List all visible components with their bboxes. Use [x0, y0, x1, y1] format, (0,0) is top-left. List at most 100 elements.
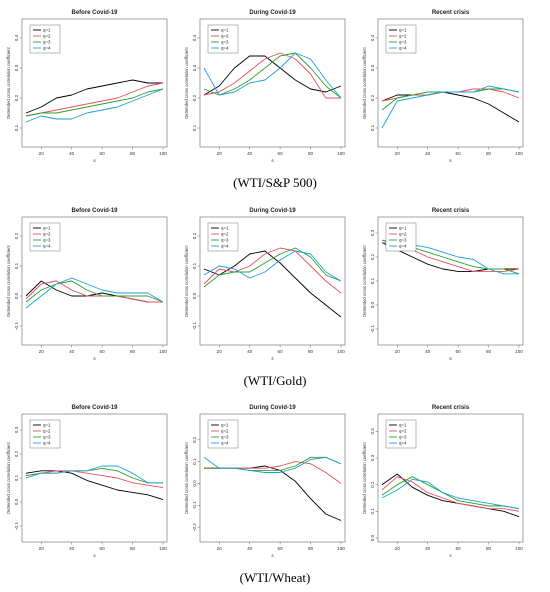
legend-label: q=1: [221, 423, 229, 428]
y-tick-label: 0.0: [370, 534, 375, 541]
legend-label: q=2: [221, 34, 229, 39]
y-tick-label: 0.4: [14, 34, 19, 41]
y-axis-label: Detrended cross correlation coefficient: [6, 441, 11, 513]
chart-panel-6: Recent crisis 20 40 60 80 100 -0.1 0.0 0.1 0.2 0.3…: [362, 208, 524, 361]
x-axis-label: s: [449, 356, 452, 361]
legend-label: q=4: [43, 244, 51, 249]
x-tick-label: 80: [130, 546, 136, 551]
legend-label: q=1: [221, 28, 229, 33]
y-tick-label: 0.3: [14, 426, 19, 433]
legend-label: q=2: [399, 232, 407, 237]
chart-title: Recent crisis: [432, 405, 470, 411]
y-tick-label: 0.0: [370, 301, 375, 308]
series-line-3: [203, 52, 342, 99]
legend-label: q=2: [399, 34, 407, 39]
legend-label: q=4: [399, 441, 407, 446]
x-tick-label: 20: [39, 151, 45, 156]
y-tick-label: 0.1: [14, 124, 19, 131]
x-tick-label: 80: [308, 349, 314, 354]
legend-label: q=2: [221, 232, 229, 237]
x-tick-label: 80: [130, 151, 136, 156]
legend-label: q=3: [43, 238, 51, 243]
y-tick-label: -0.1: [14, 322, 19, 330]
x-tick-label: 40: [247, 546, 253, 551]
row-caption-wheat: (WTI/Wheat): [239, 570, 311, 585]
series-line-4: [203, 456, 342, 473]
series-line-3: [25, 88, 164, 117]
y-tick-label: 0.2: [370, 481, 375, 488]
y-tick-label: 0.2: [192, 436, 197, 443]
chart-title: Recent crisis: [432, 10, 470, 16]
legend-label: q=4: [43, 46, 51, 51]
x-tick-label: 80: [130, 349, 136, 354]
x-tick-label: 40: [69, 151, 75, 156]
y-tick-label: 0.2: [14, 232, 19, 239]
legend-label: q=2: [43, 232, 51, 237]
x-tick-label: 40: [247, 349, 253, 354]
chart-panel-7: Before Covid-19 20 40 60 80 100 -0.1 0.0 0.1 0.2 0…: [6, 405, 168, 558]
legend-label: q=2: [399, 429, 407, 434]
legend-label: q=4: [221, 46, 229, 51]
x-axis-label: s: [93, 356, 96, 361]
y-tick-label: 0.3: [370, 454, 375, 461]
plot-frame: [377, 18, 524, 148]
x-tick-label: 100: [337, 349, 345, 354]
x-tick-label: 40: [425, 151, 431, 156]
x-axis-label: s: [271, 553, 274, 558]
plot-frame: [199, 216, 346, 346]
series-line-2: [25, 470, 164, 489]
x-tick-label: 40: [247, 151, 253, 156]
x-tick-label: 20: [217, 151, 223, 156]
chart-title: Before Covid-19: [71, 405, 118, 411]
legend-label: q=3: [221, 40, 229, 45]
x-tick-label: 60: [278, 546, 284, 551]
x-tick-label: 60: [100, 546, 106, 551]
legend-label: q=1: [221, 226, 229, 231]
legend-label: q=1: [399, 28, 407, 33]
y-tick-label: 0.1: [370, 124, 375, 131]
chart-panel-1: Before Covid-19 20 40 60 80 100 0.1 0.2 0.3 0.4 s D…: [6, 10, 168, 163]
series-line-1: [25, 470, 164, 501]
legend-label: q=4: [43, 441, 51, 446]
x-tick-label: 60: [100, 349, 106, 354]
chart-panel-4: Before Covid-19 20 40 60 80 100 -0.1 0.0 0.1 0.2 s…: [6, 208, 168, 361]
chart-title: Before Covid-19: [71, 10, 118, 16]
chart-title: During Covid-19: [249, 405, 296, 411]
x-tick-label: 60: [456, 546, 462, 551]
x-tick-label: 60: [278, 151, 284, 156]
chart-title: Before Covid-19: [71, 208, 118, 214]
plot-frame: [199, 413, 346, 543]
y-tick-label: 0.3: [192, 64, 197, 71]
legend-label: q=1: [43, 28, 51, 33]
y-tick-label: 0.4: [370, 428, 375, 435]
series-line-3: [25, 280, 164, 303]
row-caption-gold: (WTI/Gold): [243, 373, 307, 388]
series-line-4: [203, 52, 342, 99]
y-tick-label: -0.1: [192, 501, 197, 509]
y-axis-label: Detrended cross correlation coefficient: [184, 46, 189, 118]
x-tick-label: 80: [308, 151, 314, 156]
y-tick-label: 0.2: [192, 94, 197, 101]
x-axis-label: s: [271, 356, 274, 361]
legend-label: q=3: [43, 40, 51, 45]
legend-label: q=1: [399, 423, 407, 428]
x-tick-label: 60: [456, 349, 462, 354]
x-tick-label: 100: [515, 349, 523, 354]
x-tick-label: 80: [486, 151, 492, 156]
series-line-3: [381, 476, 520, 510]
x-tick-label: 100: [515, 151, 523, 156]
y-tick-label: 0.3: [14, 64, 19, 71]
legend-label: q=3: [399, 40, 407, 45]
series-line-4: [381, 85, 520, 129]
plot-frame: [21, 216, 168, 346]
series-line-1: [204, 465, 342, 521]
x-axis-label: s: [93, 158, 96, 163]
series-line-3: [203, 247, 342, 288]
series-line-2: [25, 280, 163, 303]
x-tick-label: 100: [515, 546, 523, 551]
series-line-2: [381, 476, 520, 512]
y-tick-label: 0.1: [14, 474, 19, 481]
series-line-2: [25, 82, 164, 117]
y-axis-label: Detrended cross correlation coefficient: [184, 244, 189, 316]
series-line-4: [25, 465, 163, 484]
